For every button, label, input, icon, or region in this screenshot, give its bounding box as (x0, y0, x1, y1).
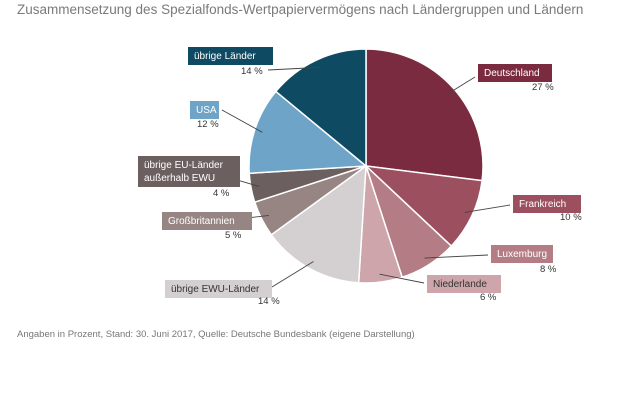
leader-line (424, 254, 489, 259)
leader-line (221, 109, 263, 133)
slice-label: Deutschland (484, 68, 540, 79)
slice-label-box (165, 280, 272, 298)
leader-line (267, 66, 320, 71)
slice-label: USA (196, 105, 217, 116)
pie-slice (274, 48, 367, 168)
slice-label: Großbritannien (168, 216, 235, 227)
slice-label-box (427, 275, 501, 293)
slice-label-box (478, 64, 552, 82)
slice-label: übrige Länder (194, 51, 256, 62)
slice-label: Niederlande (433, 279, 487, 290)
slice-percent: 8 % (540, 264, 557, 275)
slice-label-box (138, 156, 240, 187)
pie-slice (363, 164, 483, 248)
slice-label-box (188, 47, 273, 65)
slice-percent: 10 % (560, 212, 582, 223)
slice-label: Luxemburg (497, 249, 547, 260)
chart-footnote: Angaben in Prozent, Stand: 30. Juni 2017… (17, 329, 415, 340)
pie-slice (365, 48, 484, 182)
leader-line (447, 76, 476, 95)
slice-label-box (491, 245, 553, 263)
slice-percent: 6 % (480, 292, 497, 303)
slice-label-box (190, 101, 219, 119)
slice-label-box (162, 212, 252, 230)
slice-percent: 14 % (241, 66, 263, 77)
pie-slice (270, 164, 367, 284)
slice-percent: 4 % (213, 188, 230, 199)
slice-percent: 12 % (197, 119, 219, 130)
leader-line (271, 261, 314, 288)
slice-percent: 14 % (258, 296, 280, 307)
leader-line (464, 204, 511, 213)
slice-label: außerhalb EWU (144, 173, 215, 184)
slice-label: übrige EWU-Länder (171, 284, 260, 295)
slice-label: Frankreich (519, 199, 566, 210)
leader-line (379, 273, 425, 284)
chart-title: Zusammensetzung des Spezialfonds-Wertpap… (17, 2, 584, 17)
slice-label-box (513, 195, 581, 213)
slice-percent: 27 % (532, 82, 554, 93)
pie-slice (248, 90, 368, 175)
slice-percent: 5 % (225, 230, 242, 241)
slice-label: übrige EU-Länder (144, 160, 224, 171)
